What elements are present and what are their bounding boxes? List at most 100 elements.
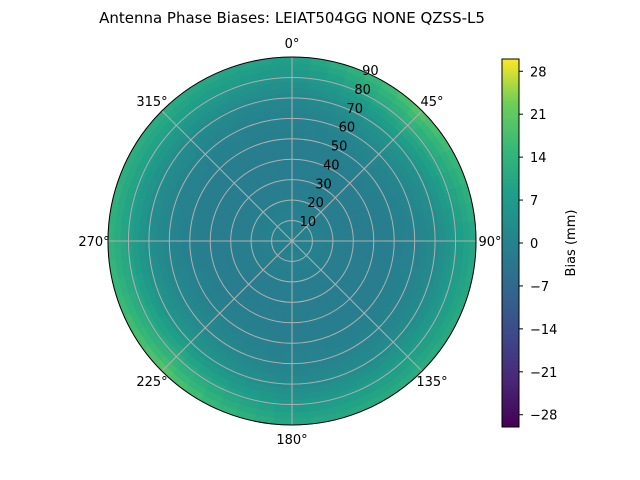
chart-title: Antenna Phase Biases: LEIAT504GG NONE QZ… (99, 9, 485, 27)
heatmap-cell (181, 229, 189, 242)
heatmap-cell (339, 229, 348, 237)
heatmap-cell (395, 229, 403, 242)
radial-tick-label: 50 (331, 140, 348, 155)
heatmap-cell (286, 191, 293, 199)
heatmap-cell (278, 118, 293, 126)
angular-tick-label: 0° (285, 37, 300, 52)
angular-tick-labels: 0° 45° 90° 135° 180° 225° 270° 315° (78, 37, 501, 448)
heatmap-cell (274, 399, 293, 407)
heatmap-cells (107, 56, 477, 426)
heatmap-cell (144, 240, 153, 257)
heatmap-cell (287, 197, 293, 205)
heatmap-cell (284, 301, 293, 309)
heatmap-cell (218, 240, 226, 250)
heatmap-cell (285, 289, 293, 297)
heatmap-cell (291, 295, 299, 303)
heatmap-cell (277, 105, 293, 114)
heatmap-cell (291, 411, 311, 420)
heatmap-cell (242, 245, 251, 252)
heatmap-cell (218, 232, 226, 242)
heatmap-cell (456, 222, 465, 242)
heatmap-cell (282, 319, 293, 328)
heatmap-cell (275, 393, 293, 401)
heatmap-cell (291, 301, 300, 309)
heatmap-cell (175, 240, 183, 254)
heatmap-cell (291, 374, 308, 383)
radial-tick-label: 20 (307, 196, 324, 211)
heatmap-cell (364, 240, 373, 250)
heatmap-cell (291, 99, 308, 108)
radial-tick-label: 90 (362, 64, 379, 79)
heatmap-cell (193, 240, 201, 252)
angular-tick-label: 315° (136, 95, 167, 110)
heatmap-cell (236, 234, 244, 242)
heatmap-cell (169, 240, 177, 255)
heatmap-cell (291, 380, 308, 389)
heatmap-cell (280, 185, 288, 194)
heatmap-cell (291, 307, 301, 315)
heatmap-cell (284, 173, 293, 181)
heatmap-cell (236, 245, 245, 253)
heatmap-cell (431, 240, 440, 257)
heatmap-cell (333, 230, 342, 237)
angular-tick-label: 135° (416, 375, 447, 390)
heatmap-cell (291, 344, 304, 352)
heatmap-cell (281, 191, 288, 200)
heatmap-cell (291, 319, 302, 328)
heatmap-cell (291, 356, 306, 364)
colorbar-tick-label: 0 (530, 237, 538, 252)
colorbar-tick-label: 14 (530, 151, 547, 166)
radial-tick-label: 10 (300, 215, 317, 230)
heatmap-cell (291, 167, 301, 175)
heatmap-cell (291, 130, 304, 138)
heatmap-cell (126, 240, 134, 259)
heatmap-cell (280, 344, 293, 352)
angular-gridline (161, 110, 423, 372)
heatmap-cell (438, 240, 446, 258)
heatmap-cell (291, 393, 309, 401)
radial-tick-label: 80 (354, 83, 371, 98)
heatmap-cell (282, 154, 293, 163)
heatmap-cell (462, 240, 471, 260)
heatmap-cell (279, 350, 293, 358)
heatmap-cell (150, 225, 159, 242)
heatmap-cell (280, 136, 293, 144)
heatmap-cell (283, 307, 293, 315)
heatmap-cell (273, 411, 293, 420)
colorbar-tick-label: −7 (530, 280, 549, 295)
heatmap-cell (401, 228, 409, 242)
heatmap-cell (211, 240, 220, 250)
heatmap-cell (193, 230, 201, 242)
heatmap-cell (187, 229, 195, 242)
heatmap-cell (285, 295, 293, 303)
heatmap-cell (358, 240, 366, 250)
heatmap-cell (275, 387, 293, 395)
heatmap-cell (248, 240, 256, 246)
angular-tick-label: 270° (78, 235, 109, 250)
heatmap-cell (370, 231, 379, 242)
heatmap-cell (395, 240, 403, 253)
radial-tick-label: 40 (323, 158, 340, 173)
heatmap-cell (280, 130, 293, 138)
heatmap-cell (291, 326, 302, 334)
heatmap-cell (346, 240, 354, 248)
heatmap-cell (291, 271, 297, 279)
heatmap-cell (230, 240, 238, 248)
angular-tick-label: 180° (276, 433, 307, 448)
heatmap-cell (287, 203, 293, 211)
heatmap-cell (291, 387, 309, 395)
heatmap-cell (276, 93, 293, 102)
heatmap-cell (291, 124, 305, 132)
heatmap-cell (273, 405, 293, 414)
heatmap-cell (389, 240, 397, 253)
heatmap-cell (291, 277, 297, 285)
heatmap-cell (224, 233, 232, 242)
colorbar-tick-label: −28 (530, 409, 557, 424)
colorbar-tick-label: 7 (530, 194, 538, 209)
heatmap-cell (389, 229, 397, 242)
heatmap-cell (431, 225, 440, 242)
heatmap-cell (444, 224, 452, 242)
heatmap-cell (242, 240, 250, 247)
colorbar-ticks: 28 21 14 7 0 −7 −14 −21 −28 (519, 65, 557, 424)
